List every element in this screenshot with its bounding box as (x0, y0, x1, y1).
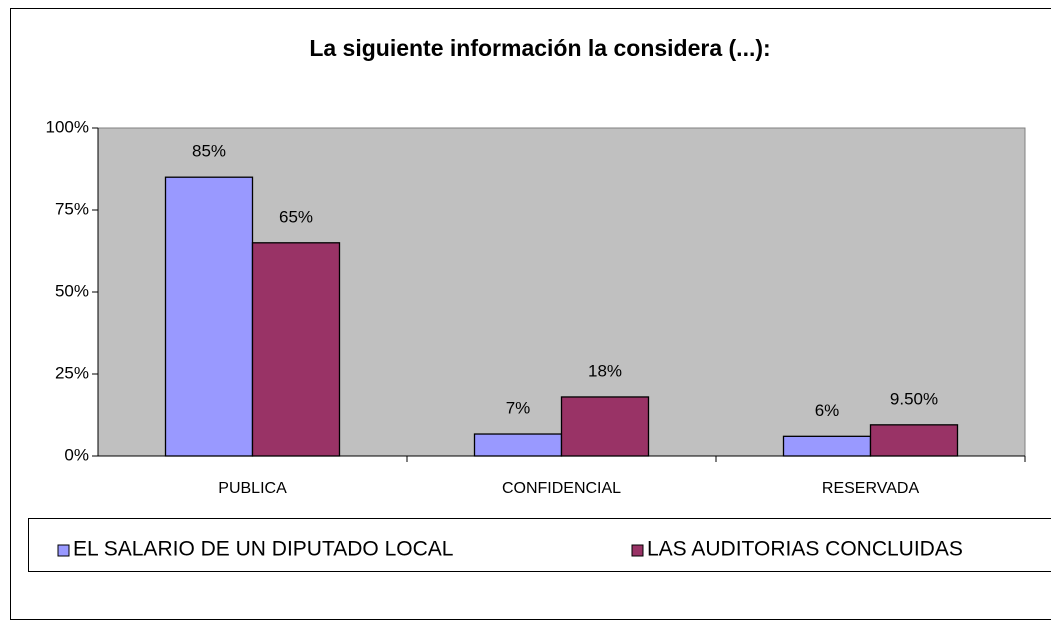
bar (251, 242, 341, 457)
y-tick-label: 100% (46, 117, 89, 136)
value-label: 6% (815, 401, 840, 420)
bar (164, 176, 254, 457)
value-label: 7% (506, 399, 531, 418)
x-tick-label: CONFIDENCIAL (502, 480, 621, 497)
value-label: 65% (279, 207, 313, 226)
value-label: 85% (192, 142, 226, 161)
bar (782, 435, 872, 457)
legend-swatch (57, 544, 70, 557)
chart-title: La siguiente información la considera (.… (309, 35, 770, 61)
legend-label: LAS AUDITORIAS CONCLUIDAS (647, 538, 963, 561)
y-tick-label: 75% (55, 199, 89, 218)
x-tick-label: RESERVADA (822, 480, 920, 497)
value-label: 9.50% (890, 389, 938, 408)
bar (473, 433, 563, 457)
y-tick-label: 25% (55, 363, 89, 382)
value-label: 18% (588, 361, 622, 380)
y-tick-label: 0% (64, 445, 89, 464)
x-tick-label: PUBLICA (218, 480, 287, 497)
y-tick-label: 50% (55, 281, 89, 300)
legend-box (28, 518, 1051, 572)
legend-swatch (631, 544, 644, 557)
legend-label: EL SALARIO DE UN DIPUTADO LOCAL (73, 538, 453, 561)
bar (869, 424, 959, 457)
bar (560, 396, 650, 457)
